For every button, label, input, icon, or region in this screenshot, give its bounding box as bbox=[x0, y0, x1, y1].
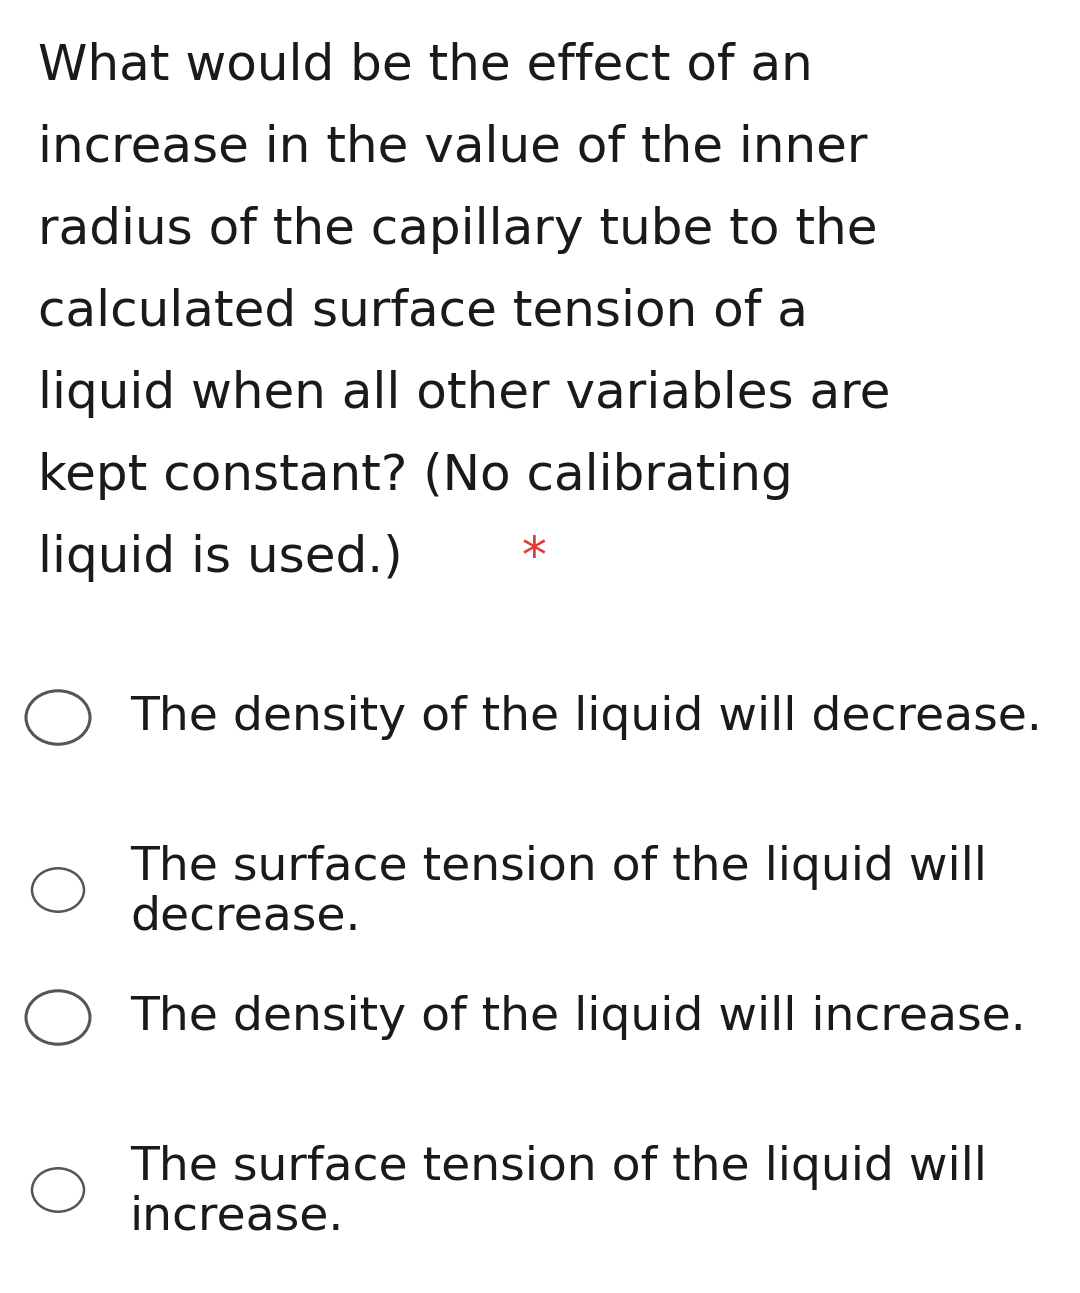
Text: radius of the capillary tube to the: radius of the capillary tube to the bbox=[38, 206, 877, 253]
Text: The density of the liquid will decrease.: The density of the liquid will decrease. bbox=[130, 696, 1042, 740]
Text: decrease.: decrease. bbox=[130, 895, 361, 940]
Text: What would be the effect of an: What would be the effect of an bbox=[38, 41, 813, 91]
Text: increase in the value of the inner: increase in the value of the inner bbox=[38, 124, 867, 172]
Text: liquid when all other variables are: liquid when all other variables are bbox=[38, 370, 890, 418]
Text: The surface tension of the liquid will: The surface tension of the liquid will bbox=[130, 1146, 987, 1190]
Text: kept constant? (No calibrating: kept constant? (No calibrating bbox=[38, 453, 793, 500]
Text: increase.: increase. bbox=[130, 1195, 345, 1240]
Text: *: * bbox=[505, 534, 546, 582]
Text: liquid is used.): liquid is used.) bbox=[38, 534, 403, 582]
Text: calculated surface tension of a: calculated surface tension of a bbox=[38, 288, 808, 336]
Text: The density of the liquid will increase.: The density of the liquid will increase. bbox=[130, 996, 1026, 1040]
Text: The surface tension of the liquid will: The surface tension of the liquid will bbox=[130, 846, 987, 890]
